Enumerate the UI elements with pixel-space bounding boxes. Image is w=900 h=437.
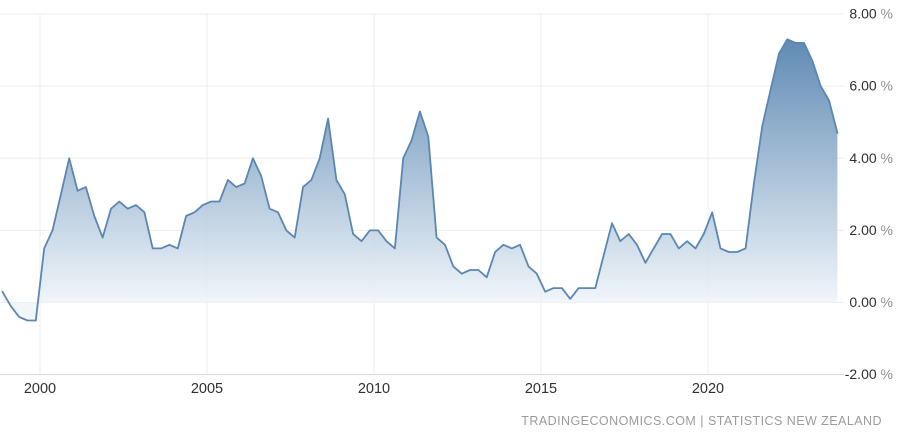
y-tick-label: -2.00 % (845, 366, 893, 382)
attribution: TRADINGECONOMICS.COM | STATISTICS NEW ZEAL… (521, 414, 882, 428)
x-tick-label: 2005 (191, 381, 223, 397)
y-tick-label: 6.00 % (849, 78, 893, 94)
data-provider-link[interactable]: STATISTICS NEW ZEALAND (707, 414, 882, 428)
x-tick-label: 2020 (692, 381, 724, 397)
y-axis-labels: 8.00 % 6.00 % 4.00 % 2.00 % 0.00 % -2.00 % (845, 6, 893, 383)
x-axis-labels: 2000 2005 2010 2015 2020 (24, 381, 724, 397)
tradingeconomics-link[interactable]: TRADINGECONOMICS.COM (521, 414, 697, 428)
y-tick-label: 0.00 % (849, 294, 893, 310)
attribution-separator: | (700, 414, 704, 428)
y-tick-label: 8.00 % (849, 6, 893, 22)
x-tick-label: 2010 (358, 381, 390, 397)
series-line (1, 38, 839, 322)
x-tick-label: 2000 (24, 381, 56, 397)
x-tick-label: 2015 (525, 381, 557, 397)
y-tick-label: 2.00 % (849, 222, 893, 238)
area-fill[interactable] (2, 39, 838, 321)
y-tick-label: 4.00 % (849, 150, 893, 166)
